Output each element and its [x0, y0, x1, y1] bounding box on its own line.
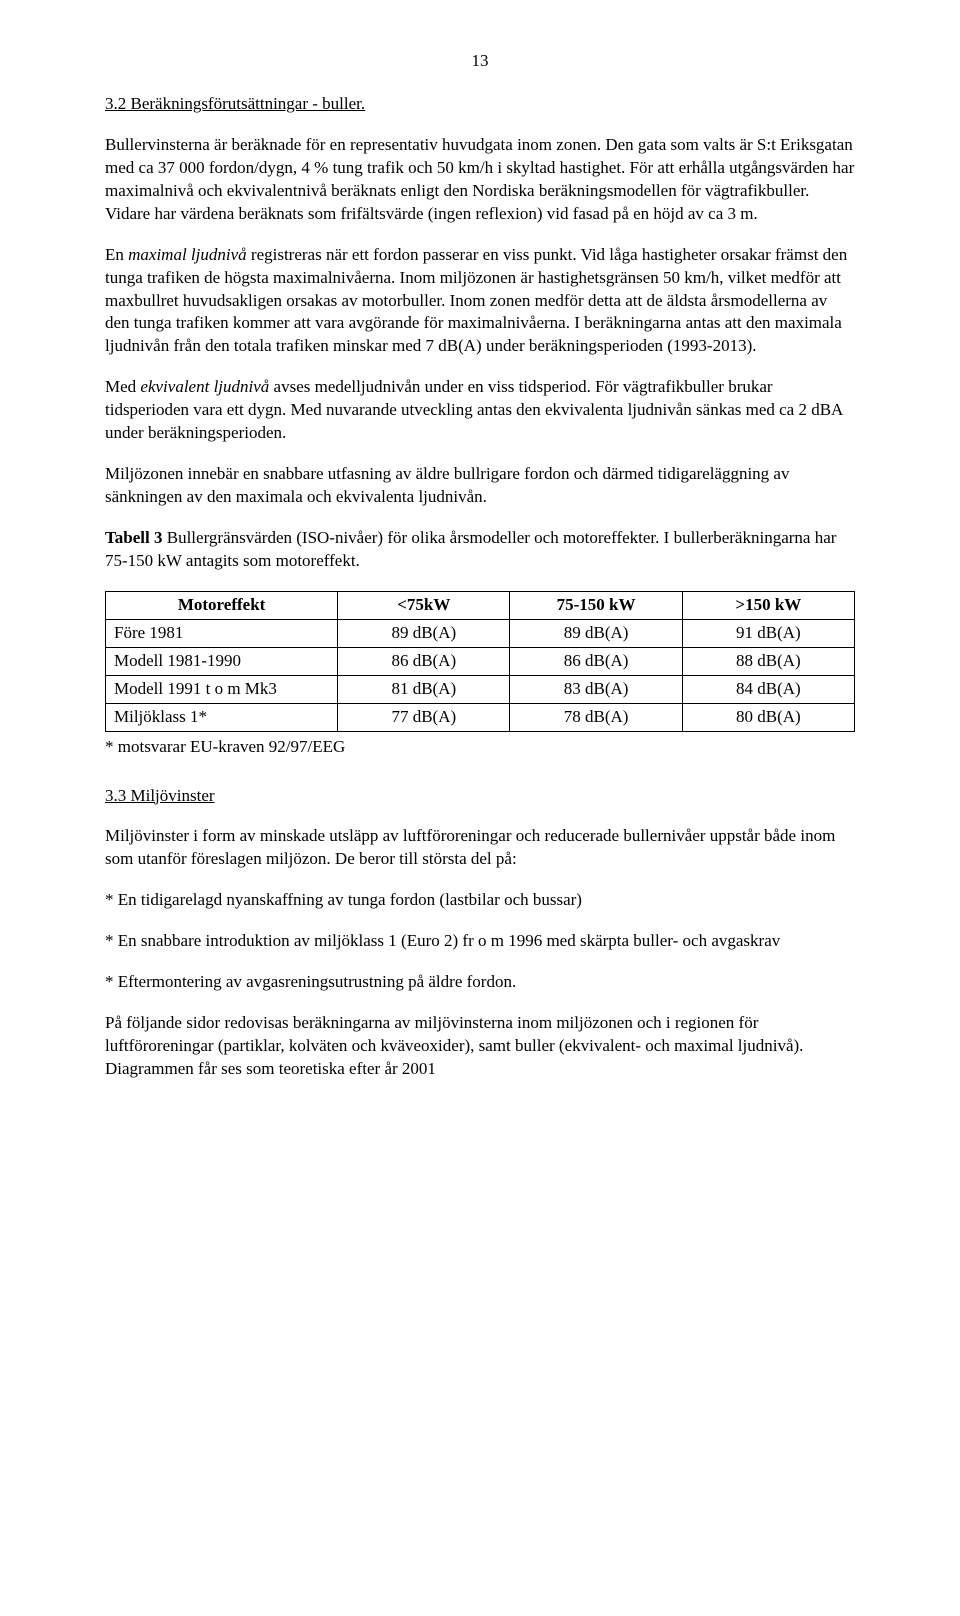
table-cell: Miljöklass 1*: [106, 703, 338, 731]
table-header: 75-150 kW: [510, 591, 682, 619]
table-cell: 86 dB(A): [510, 647, 682, 675]
paragraph: Miljözonen innebär en snabbare utfasning…: [105, 463, 855, 509]
table-cell: 91 dB(A): [682, 619, 854, 647]
table-cell: Före 1981: [106, 619, 338, 647]
table-row: Modell 1981-1990 86 dB(A) 86 dB(A) 88 dB…: [106, 647, 855, 675]
paragraph: På följande sidor redovisas beräkningarn…: [105, 1012, 855, 1081]
table-footnote: * motsvarar EU-kraven 92/97/EEG: [105, 736, 855, 759]
table-row: Före 1981 89 dB(A) 89 dB(A) 91 dB(A): [106, 619, 855, 647]
paragraph: Med ekvivalent ljudnivå avses medelljudn…: [105, 376, 855, 445]
section-heading-3-2: 3.2 Beräkningsförutsättningar - buller.: [105, 93, 855, 116]
table-row: Miljöklass 1* 77 dB(A) 78 dB(A) 80 dB(A): [106, 703, 855, 731]
bullet-item: * Eftermontering av avgasreningsutrustni…: [105, 971, 855, 994]
text: En: [105, 245, 128, 264]
table-cell: 88 dB(A): [682, 647, 854, 675]
italic-term: ekvivalent ljudnivå: [140, 377, 269, 396]
table-cell: 81 dB(A): [338, 675, 510, 703]
table-cell: Modell 1981-1990: [106, 647, 338, 675]
table-header: >150 kW: [682, 591, 854, 619]
bullet-item: * En snabbare introduktion av miljöklass…: [105, 930, 855, 953]
table-label: Tabell 3: [105, 528, 162, 547]
table-cell: 89 dB(A): [338, 619, 510, 647]
table-cell: 86 dB(A): [338, 647, 510, 675]
page-number: 13: [105, 50, 855, 73]
table-cell: Modell 1991 t o m Mk3: [106, 675, 338, 703]
paragraph: En maximal ljudnivå registreras när ett …: [105, 244, 855, 359]
bullet-item: * En tidigarelagd nyanskaffning av tunga…: [105, 889, 855, 912]
italic-term: maximal ljudnivå: [128, 245, 247, 264]
table-cell: 83 dB(A): [510, 675, 682, 703]
table-cell: 84 dB(A): [682, 675, 854, 703]
table-header: <75kW: [338, 591, 510, 619]
table-header-row: Motoreffekt <75kW 75-150 kW >150 kW: [106, 591, 855, 619]
paragraph: Miljövinster i form av minskade utsläpp …: [105, 825, 855, 871]
section-heading-3-3: 3.3 Miljövinster: [105, 785, 855, 808]
table-cell: 77 dB(A): [338, 703, 510, 731]
table-cell: 80 dB(A): [682, 703, 854, 731]
table-row: Modell 1991 t o m Mk3 81 dB(A) 83 dB(A) …: [106, 675, 855, 703]
noise-limits-table: Motoreffekt <75kW 75-150 kW >150 kW Före…: [105, 591, 855, 732]
paragraph: Bullervinsterna är beräknade för en repr…: [105, 134, 855, 226]
table-cell: 78 dB(A): [510, 703, 682, 731]
text: Med: [105, 377, 140, 396]
table-header: Motoreffekt: [106, 591, 338, 619]
table-cell: 89 dB(A): [510, 619, 682, 647]
table-caption: Tabell 3 Bullergränsvärden (ISO-nivåer) …: [105, 527, 855, 573]
text: Bullergränsvärden (ISO-nivåer) för olika…: [105, 528, 836, 570]
